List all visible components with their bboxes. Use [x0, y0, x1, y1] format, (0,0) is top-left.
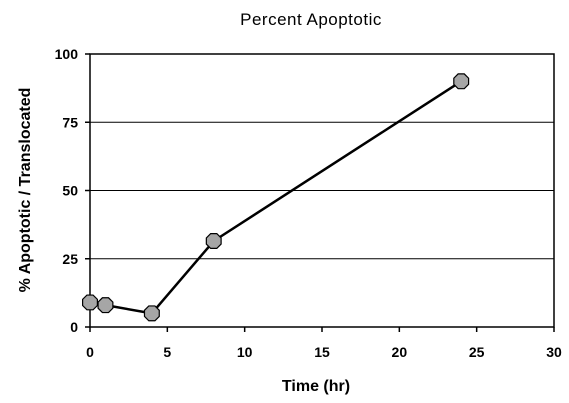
- y-axis-label: % Apoptotic / Translocated: [17, 88, 34, 293]
- y-tick-label: 0: [70, 319, 78, 335]
- x-tick-label: 5: [163, 344, 171, 360]
- y-tick-label: 25: [62, 251, 78, 267]
- data-point-marker: [82, 294, 98, 311]
- gridlines: [90, 121, 554, 260]
- x-tick-label: 10: [237, 344, 253, 360]
- series-line: [89, 80, 462, 315]
- y-tick-label: 75: [62, 114, 78, 130]
- data-point-marker: [205, 233, 222, 249]
- x-axis-label: Time (hr): [282, 378, 350, 395]
- data-point-marker: [453, 73, 470, 90]
- x-tick-label: 25: [469, 344, 485, 360]
- x-axis-ticks: 0 5 10 15 20 25 30: [86, 327, 562, 360]
- chart-title: Percent Apoptotic: [240, 10, 382, 29]
- x-tick-label: 20: [392, 344, 408, 360]
- x-tick-label: 30: [546, 344, 562, 360]
- data-point-marker: [97, 297, 114, 314]
- y-axis-ticks: 0 25 50 75 100: [55, 46, 90, 335]
- y-tick-label: 50: [62, 183, 78, 199]
- data-point-marker: [143, 305, 160, 322]
- x-tick-label: 15: [314, 344, 330, 360]
- x-tick-label: 0: [86, 344, 94, 360]
- y-tick-label: 100: [55, 46, 79, 62]
- series-group: [82, 73, 470, 322]
